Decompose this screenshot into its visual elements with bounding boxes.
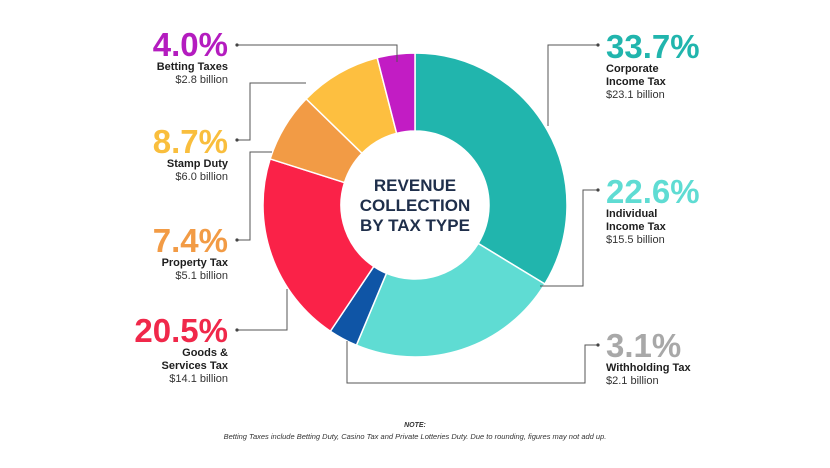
leader-dot-betting-taxes	[235, 43, 239, 47]
category-label-stamp-duty: Stamp Duty	[167, 158, 229, 170]
category-label-betting-taxes: Betting Taxes	[157, 61, 228, 73]
leader-dot-property-tax	[235, 238, 239, 242]
slice-goods-and-services-tax	[262, 157, 375, 333]
category-label-corporate-income-tax: Corporate	[606, 63, 659, 75]
leader-line-betting-taxes	[237, 44, 398, 62]
leader-dot-goods-and-services-tax	[235, 328, 239, 332]
percent-label-corporate-income-tax: 33.7%	[606, 28, 700, 65]
center-title-line: REVENUE	[374, 176, 456, 195]
percent-label-property-tax: 7.4%	[153, 222, 228, 259]
leader-dot-corporate-income-tax	[596, 43, 600, 47]
slice-corporate-income-tax	[414, 52, 568, 286]
note-title: NOTE:	[404, 422, 426, 429]
category-label-withholding-tax: Withholding Tax	[606, 362, 692, 374]
percent-label-withholding-tax: 3.1%	[606, 327, 681, 364]
category-label-corporate-income-tax: Income Tax	[606, 76, 667, 88]
center-title-line: COLLECTION	[360, 196, 471, 215]
amount-label-corporate-income-tax: $23.1 billion	[606, 89, 665, 101]
leader-line-corporate-income-tax	[547, 44, 598, 126]
note-text: Betting Taxes include Betting Duty, Casi…	[223, 432, 607, 441]
category-label-property-tax: Property Tax	[162, 257, 229, 269]
leader-line-property-tax	[237, 151, 272, 241]
donut-slices	[262, 52, 568, 358]
amount-label-stamp-duty: $6.0 billion	[175, 171, 228, 183]
category-label-goods-and-services-tax: Services Tax	[162, 360, 229, 372]
leader-line-goods-and-services-tax	[237, 289, 288, 331]
leader-line-individual-income-tax	[540, 189, 598, 287]
amount-label-property-tax: $5.1 billion	[175, 270, 228, 282]
percent-label-betting-taxes: 4.0%	[153, 26, 228, 63]
amount-label-betting-taxes: $2.8 billion	[175, 74, 228, 86]
category-label-goods-and-services-tax: Goods &	[182, 347, 228, 359]
leader-lines	[235, 43, 600, 384]
percent-label-individual-income-tax: 22.6%	[606, 173, 700, 210]
category-label-individual-income-tax: Income Tax	[606, 221, 667, 233]
slice-betting-taxes	[376, 52, 416, 135]
amount-label-individual-income-tax: $15.5 billion	[606, 234, 665, 246]
category-label-individual-income-tax: Individual	[606, 208, 657, 220]
slice-individual-income-tax	[355, 242, 546, 358]
percent-label-stamp-duty: 8.7%	[153, 123, 228, 160]
amount-label-goods-and-services-tax: $14.1 billion	[169, 373, 228, 385]
center-title-line: BY TAX TYPE	[360, 216, 470, 235]
leader-dot-individual-income-tax	[596, 188, 600, 192]
leader-dot-withholding-tax	[596, 343, 600, 347]
amount-label-withholding-tax: $2.1 billion	[606, 375, 659, 387]
leader-line-withholding-tax	[346, 341, 598, 384]
leader-dot-stamp-duty	[235, 138, 239, 142]
percent-label-goods-and-services-tax: 20.5%	[134, 312, 228, 349]
leader-line-stamp-duty	[237, 82, 306, 141]
